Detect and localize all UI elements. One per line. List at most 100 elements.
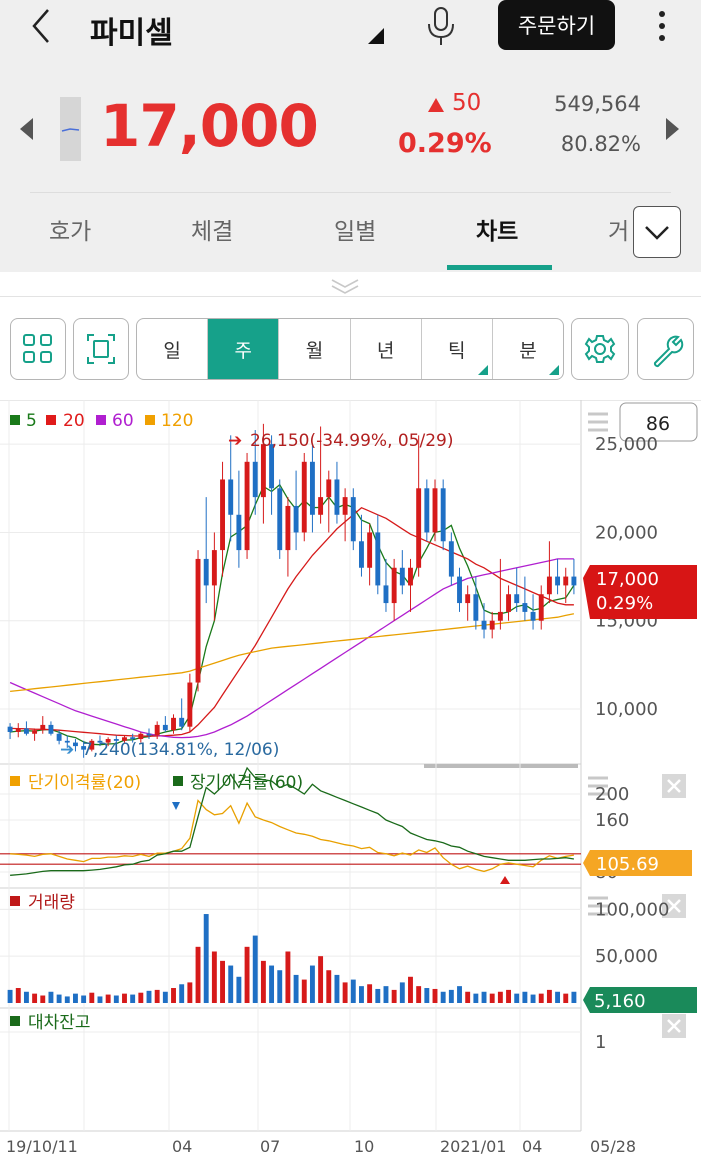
trade-volume: 549,564 [554, 92, 641, 116]
tab-chart[interactable]: 차트 [476, 219, 519, 245]
tab-expand-button[interactable] [633, 206, 681, 258]
disparity-lines [0, 766, 581, 884]
candle-body [40, 724, 46, 731]
x-tick: 04 [172, 1137, 192, 1156]
active-tab-indicator [447, 265, 552, 270]
order-button[interactable]: 주문하기 [498, 0, 615, 50]
volume-bar [195, 946, 201, 1003]
volume-bar [457, 986, 462, 1003]
period-year-button[interactable]: 년 [351, 319, 422, 379]
stock-name[interactable]: 파미셀 [90, 16, 173, 51]
last-price-value: 17,000 [596, 569, 659, 590]
prev-stock-arrow-icon[interactable] [20, 118, 33, 140]
candle-body [391, 567, 397, 604]
legend-swatch-short [10, 776, 20, 786]
volume-bar [497, 991, 503, 1003]
volume-bar [269, 965, 275, 1003]
candle-body [367, 532, 373, 568]
candle-body [375, 532, 381, 586]
candle-body [342, 497, 348, 515]
volume-bar [506, 989, 511, 1003]
divider [30, 192, 671, 193]
tab-daily[interactable]: 일별 [334, 219, 377, 245]
legend-label-short: 단기이격률(20) [28, 773, 141, 793]
candles [7, 423, 577, 758]
x-tick: 07 [260, 1137, 280, 1156]
candle-count-box[interactable] [619, 402, 698, 442]
next-stock-arrow-icon[interactable] [666, 118, 679, 140]
candle-body [203, 558, 209, 586]
candle-body [309, 461, 315, 515]
candle-body [81, 746, 87, 750]
volume-bar [571, 991, 577, 1003]
candle-body [408, 567, 413, 586]
volume-bar [408, 976, 413, 1003]
x-tick: 10 [354, 1137, 374, 1156]
collapse-grip-icon[interactable] [330, 276, 360, 296]
candle-body [432, 488, 438, 533]
candle-body [506, 594, 511, 612]
fullscreen-button[interactable] [73, 318, 129, 380]
tab-trades[interactable]: 체결 [191, 219, 234, 245]
period-month-button[interactable]: 월 [279, 319, 351, 379]
candle-body [457, 576, 462, 604]
candle-body [179, 717, 185, 727]
volume-bar [146, 990, 152, 1003]
ma-line-ma60 [9, 558, 574, 739]
volume-bar [211, 951, 217, 1003]
candle-body [530, 611, 536, 621]
candle-body [350, 497, 356, 542]
volume-bar [220, 960, 225, 1003]
high-annotation: 26,150(-34.99%, 05/29) [250, 431, 454, 451]
high-arrow-icon: ➔ [228, 431, 242, 451]
last-price-tag [583, 565, 697, 619]
microphone-icon[interactable] [424, 6, 458, 46]
back-arrow-icon[interactable] [22, 6, 62, 46]
price-change-percent: 0.29% [398, 128, 492, 159]
volume-bar [416, 986, 422, 1003]
volume-legend-swatch [10, 896, 20, 906]
volume-bar [252, 935, 258, 1003]
stock-dropdown-icon[interactable] [368, 28, 384, 44]
volume-bar [64, 996, 70, 1003]
candle-body [228, 479, 234, 515]
volume-bar [326, 970, 332, 1003]
volume-bar [383, 986, 389, 1003]
tab-orderbook[interactable]: 호가 [49, 219, 92, 245]
period-minute-button[interactable]: 분 [493, 319, 563, 379]
more-options-icon[interactable] [648, 6, 676, 46]
loan-panel-close-icon[interactable] [662, 1014, 686, 1038]
candle-body [105, 739, 111, 743]
legend-swatch-20 [46, 415, 56, 425]
candle-body [236, 514, 242, 551]
layout-grid-button[interactable] [10, 318, 66, 380]
chart-grid [0, 400, 701, 1132]
candle-body [481, 620, 487, 630]
period-day-button[interactable]: 일 [137, 319, 209, 379]
volume-bar [187, 982, 193, 1003]
period-tick-button[interactable]: 틱 [422, 319, 493, 379]
volume-bar [23, 991, 29, 1003]
chart-settings-button[interactable] [571, 318, 629, 380]
chart-tools-button[interactable] [637, 318, 694, 380]
volume-bar [473, 993, 479, 1003]
disparity-panel-close-icon[interactable] [662, 774, 686, 798]
candle-body [538, 594, 544, 621]
period-week-button[interactable]: 주 [208, 319, 280, 379]
volume-bar [301, 979, 307, 1003]
price-y-tick: 20,000 [595, 522, 658, 543]
volume-y-tick: 100,000 [595, 899, 669, 920]
volume-last-tag [583, 987, 697, 1013]
volume-panel-close-icon[interactable] [662, 894, 686, 918]
volume-panel-menu-icon[interactable] [588, 896, 608, 916]
price-panel-menu-icon[interactable] [588, 412, 608, 432]
candle-body [448, 541, 454, 577]
candle-body [301, 461, 307, 533]
candle-body [497, 611, 503, 621]
ma-line-ma120 [10, 613, 575, 693]
stock-chart[interactable]: 5 20 60 120 86 25,000 20,000 15,000 10,0… [0, 400, 701, 1159]
candle-body [122, 737, 127, 741]
candle-body [359, 541, 364, 568]
disparity-panel-menu-icon[interactable] [588, 776, 608, 796]
tab-more-partial[interactable]: 거 [608, 219, 630, 245]
